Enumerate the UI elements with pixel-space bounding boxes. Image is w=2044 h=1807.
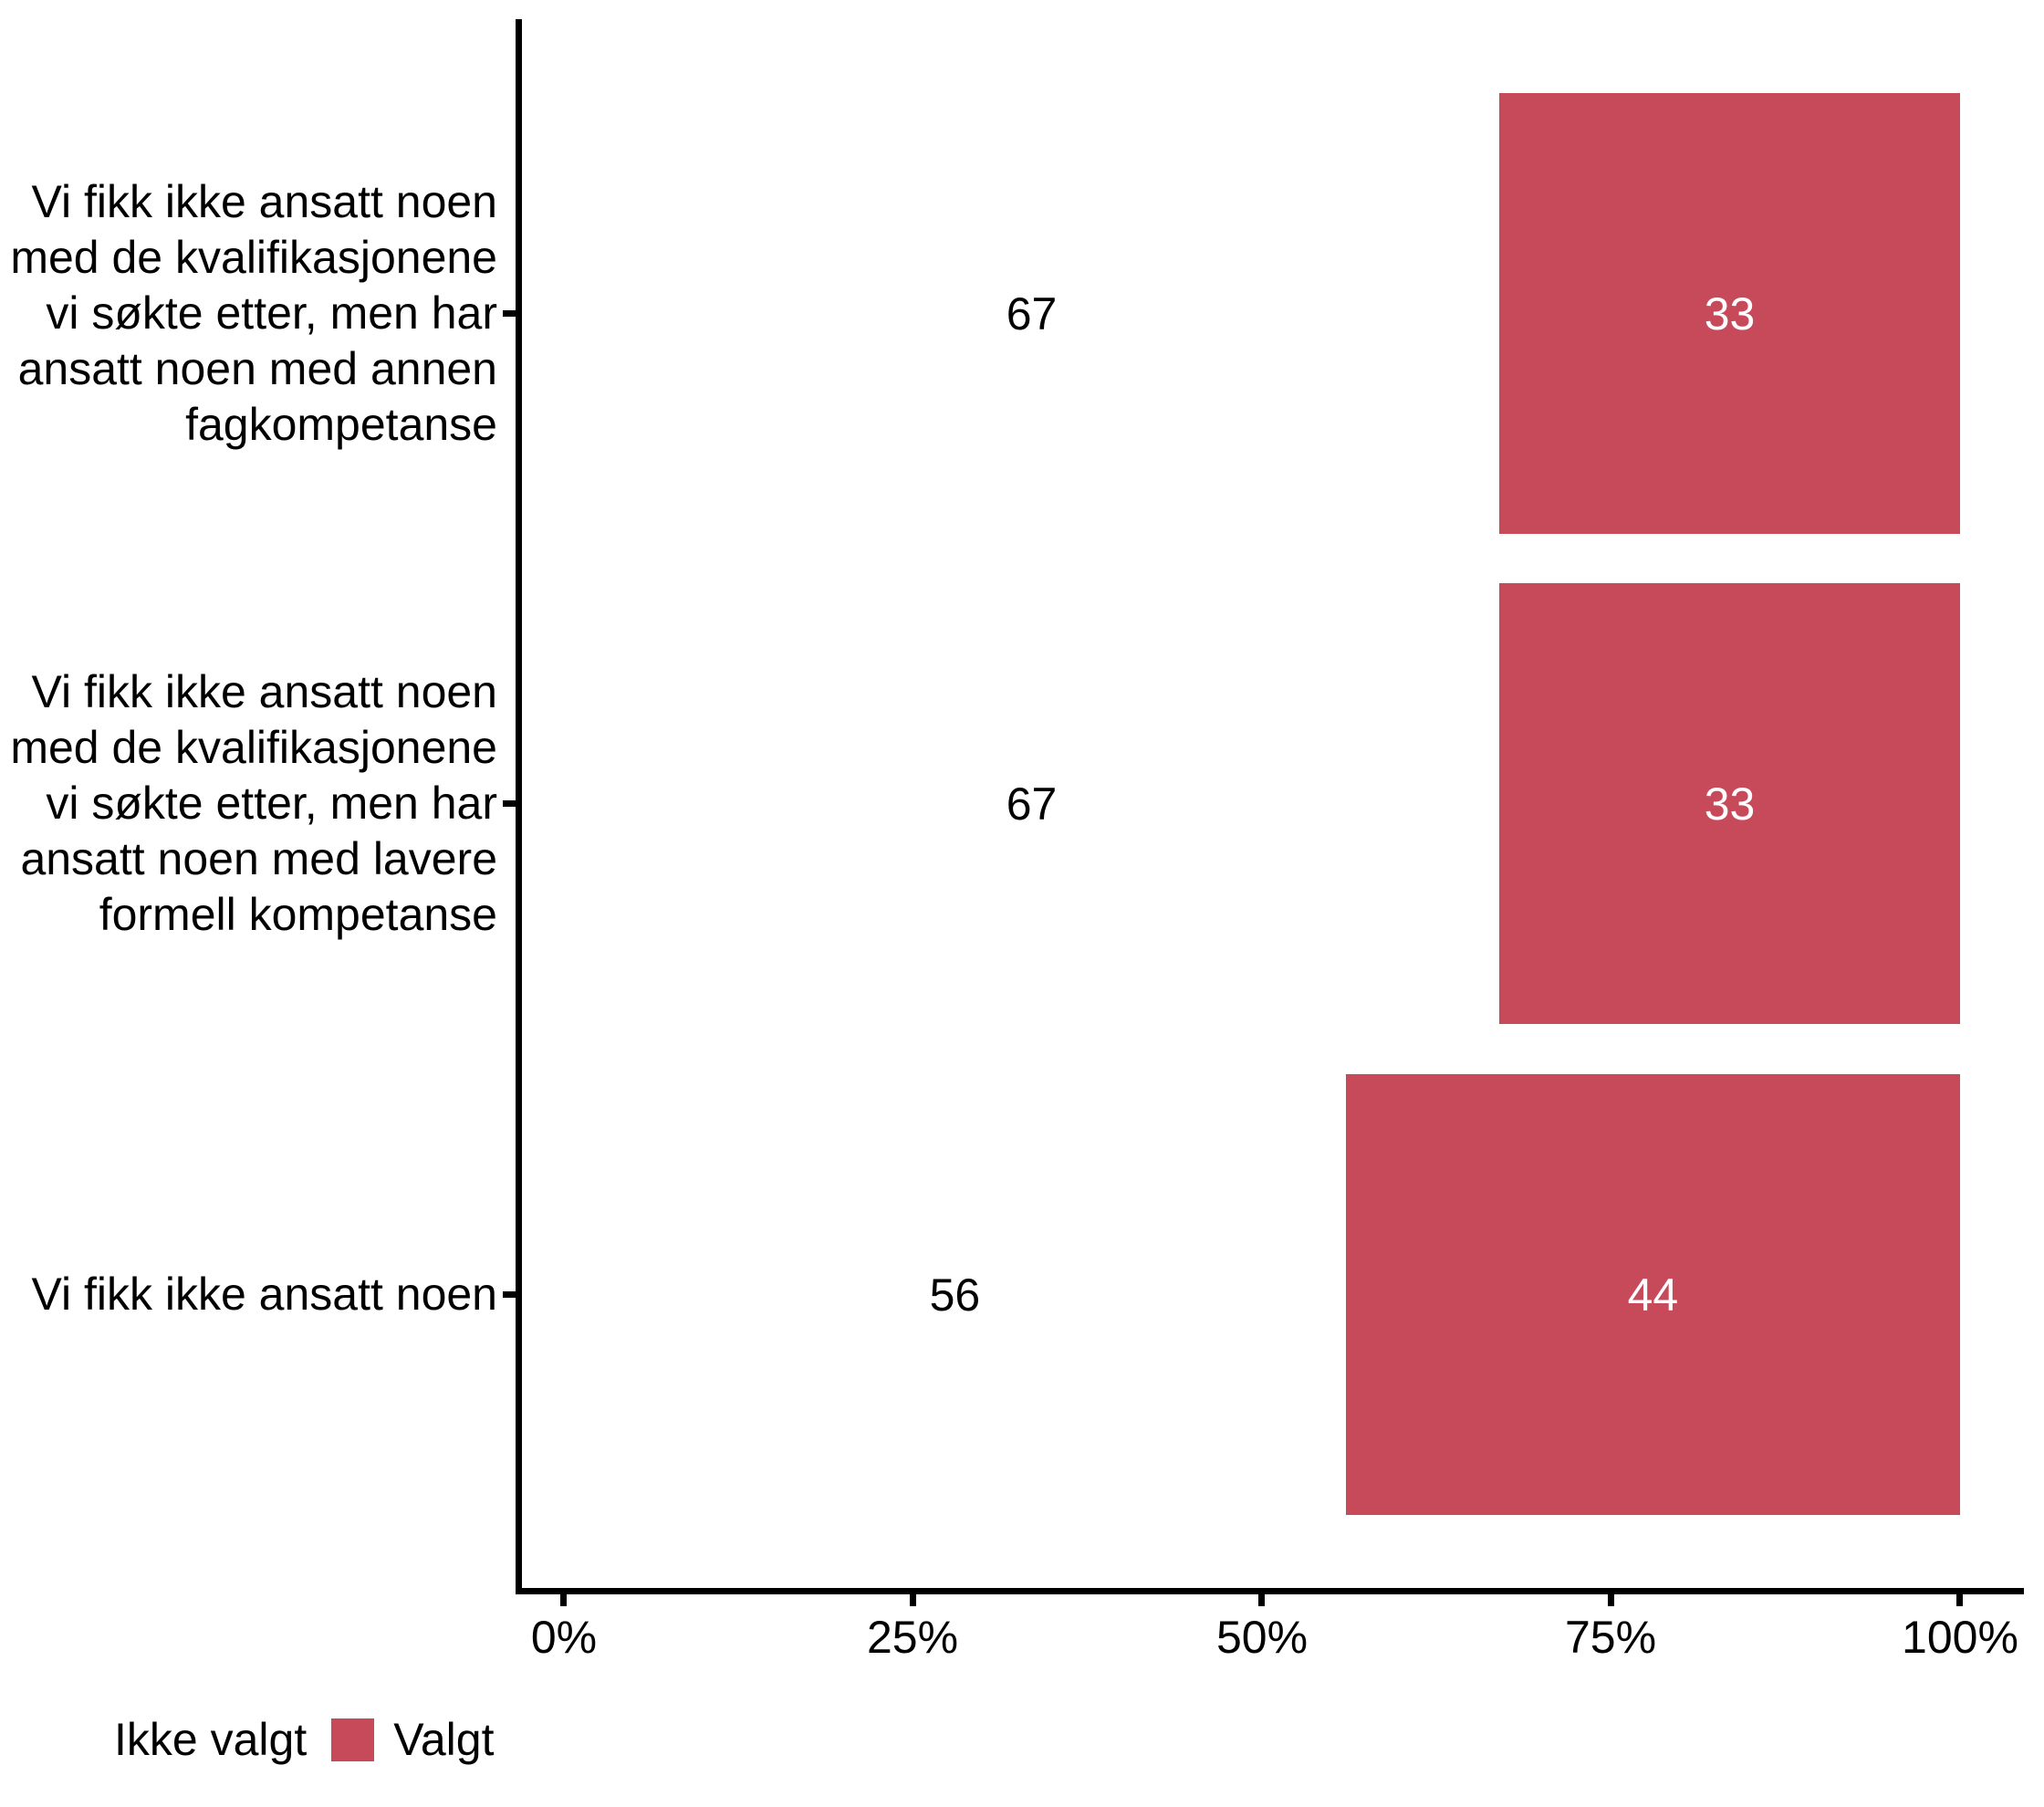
legend-key-valgt-swatch <box>331 1718 375 1761</box>
x-axis-tick <box>1956 1594 1963 1606</box>
x-axis-tick <box>560 1594 567 1606</box>
bar-row: 56 44 <box>564 1074 1960 1515</box>
bar-value-label: 33 <box>1704 778 1756 830</box>
y-axis-label: Vi fikk ikke ansatt noen med de kvalifik… <box>0 93 497 534</box>
bar-value-label: 67 <box>1006 287 1058 339</box>
y-axis-label-line: vi søkte etter, men har <box>46 778 497 829</box>
bar-row: 67 33 <box>564 93 1960 534</box>
bar-segment-ikke-valgt: 67 <box>564 93 1500 534</box>
legend-label-ikke-valgt: Ikke valgt <box>114 1714 308 1765</box>
y-axis-tick <box>503 310 516 317</box>
bar-value-label: 33 <box>1704 287 1756 339</box>
y-axis-line <box>516 19 522 1594</box>
y-axis-label-line: ansatt noen med annen <box>17 343 497 394</box>
x-axis-tick-label: 50% <box>1215 1612 1309 1663</box>
legend: Ikke valgt Valgt <box>52 1714 495 1765</box>
y-axis-label: Vi fikk ikke ansatt noen <box>0 1074 497 1515</box>
bar-segment-ikke-valgt: 56 <box>564 1074 1346 1515</box>
x-axis-tick-label: 75% <box>1564 1612 1657 1663</box>
bar-value-label: 67 <box>1006 778 1058 830</box>
y-axis-label-line: Vi fikk ikke ansatt noen <box>31 666 497 717</box>
y-axis-label-line: ansatt noen med lavere <box>20 833 497 884</box>
bar-segment-valgt: 44 <box>1345 1074 1960 1515</box>
y-axis-label-line: fagkompetanse <box>185 399 497 450</box>
y-axis-tick <box>503 800 516 807</box>
y-axis-label: Vi fikk ikke ansatt noen med de kvalifik… <box>0 583 497 1024</box>
x-axis-tick-label: 100% <box>1902 1612 2018 1663</box>
x-axis-tick <box>1258 1594 1265 1606</box>
y-axis-tick <box>503 1291 516 1298</box>
bar-value-label: 56 <box>929 1269 981 1321</box>
x-axis-tick <box>1608 1594 1614 1606</box>
y-axis-label-line: med de kvalifikasjonene <box>10 232 497 283</box>
bar-segment-valgt: 33 <box>1499 583 1960 1024</box>
y-axis-label-line: formell kompetanse <box>99 889 497 940</box>
legend-key-ikke-valgt-swatch <box>52 1718 95 1761</box>
y-axis-label-line: Vi fikk ikke ansatt noen <box>31 176 497 227</box>
bar-value-label: 44 <box>1627 1269 1679 1321</box>
y-axis-label-line: vi søkte etter, men har <box>46 287 497 339</box>
y-axis-label-line: med de kvalifikasjonene <box>10 722 497 773</box>
legend-label-valgt: Valgt <box>393 1714 495 1765</box>
y-axis-label-line: Vi fikk ikke ansatt noen <box>31 1269 497 1320</box>
bar-row: 67 33 <box>564 583 1960 1024</box>
bar-segment-ikke-valgt: 67 <box>564 583 1500 1024</box>
bar-segment-valgt: 33 <box>1499 93 1960 534</box>
x-axis-tick-label: 0% <box>530 1612 598 1663</box>
x-axis-line <box>516 1588 2024 1594</box>
x-axis-tick-label: 25% <box>866 1612 959 1663</box>
x-axis-tick <box>910 1594 916 1606</box>
